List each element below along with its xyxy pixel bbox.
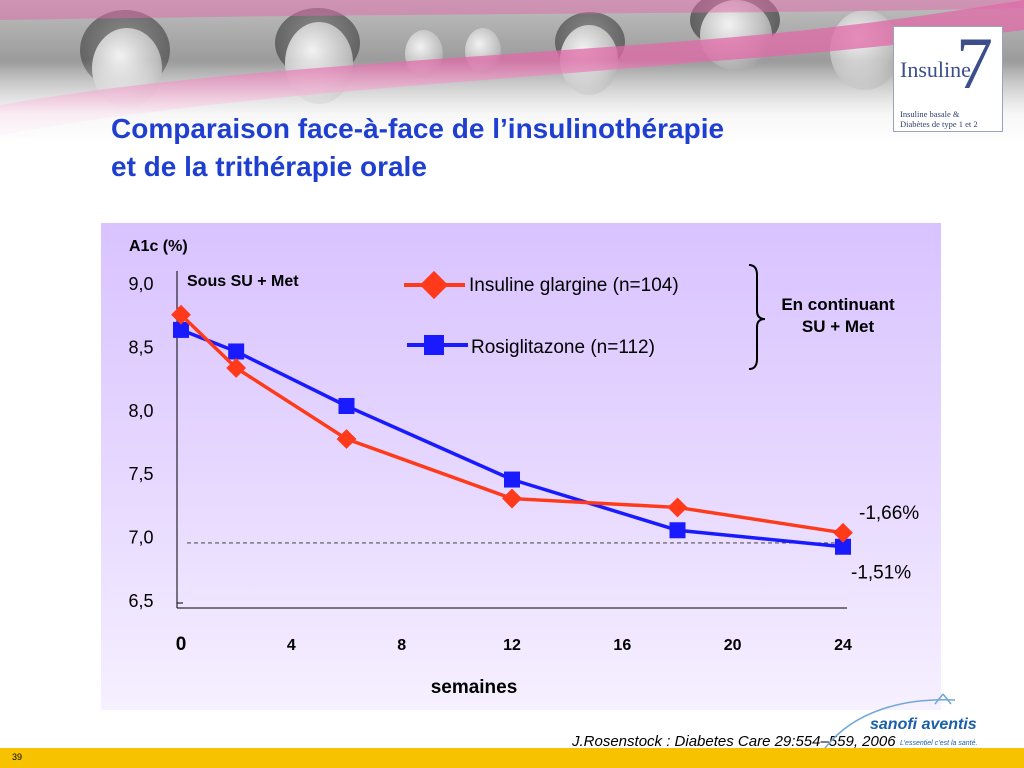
legend-label-rosiglitazone: Rosiglitazone (n=112): [471, 337, 655, 358]
x-axis-start-tick: [176, 602, 183, 608]
logo-subtitle: Insuline basale & Diabètes de type 1 et …: [900, 109, 1000, 129]
data-point-glargine: [502, 488, 522, 509]
series-line-rosiglitazone: [180, 328, 844, 549]
slide-title: Comparaison face-à-face de l’insulinothé…: [111, 110, 871, 186]
x-tick-label: 4: [287, 637, 296, 654]
legend-label-glargine: Insuline glargine (n=104): [469, 275, 679, 296]
legend-marker-rosiglitazone: [424, 335, 444, 355]
y-tick-label: 9,0: [128, 274, 153, 294]
data-point-rosiglitazone: [835, 538, 851, 555]
y-axis-label: A1c (%): [129, 238, 188, 255]
logo-name: Insuline: [900, 57, 971, 82]
page-number: 39: [12, 752, 23, 762]
y-tick-label: 8,0: [128, 401, 153, 421]
bracket-label-line2: SU + Met: [802, 317, 875, 336]
y-tick-label: 8,5: [128, 337, 153, 357]
slide-title-line2: et de la trithérapie orale: [111, 151, 427, 182]
data-point-glargine: [336, 429, 357, 449]
y-tick-label: 7,5: [128, 464, 153, 484]
footer-bar: [0, 748, 1024, 768]
x-tick-label: 20: [724, 637, 742, 654]
data-point-rosiglitazone: [338, 397, 355, 414]
x-tick-label: 16: [613, 637, 631, 654]
x-axis-label: semaines: [431, 677, 518, 698]
x-tick-label: 24: [834, 637, 852, 654]
data-point-rosiglitazone: [228, 343, 245, 360]
brand-arc-graphic: [824, 693, 956, 749]
end-label-rosiglitazone: -1,51%: [851, 563, 911, 584]
series-line-glargine: [179, 313, 844, 535]
insuline7-logo: 7 Insuline Insuline basale & Diabètes de…: [893, 26, 1003, 132]
y-tick-label: 7,0: [128, 528, 153, 548]
x-tick-label: 8: [397, 637, 406, 654]
x-tick-label: 0: [176, 634, 187, 655]
photo-fade: [0, 60, 1024, 150]
data-point-rosiglitazone: [173, 321, 189, 338]
legend-bracket: [748, 264, 766, 370]
logo-subtitle-line2: Diabètes de type 1 et 2: [900, 119, 978, 129]
x-tick-label: 12: [503, 637, 521, 654]
data-point-rosiglitazone: [669, 522, 686, 539]
data-point-rosiglitazone: [504, 471, 520, 488]
logo-subtitle-line1: Insuline basale &: [900, 109, 960, 119]
legend: Insuline glargine (n=104) Rosiglitazone …: [404, 264, 895, 370]
data-point-glargine: [226, 358, 247, 378]
data-point-glargine: [833, 522, 853, 543]
citation: J.Rosenstock : Diabetes Care 29:554–559,…: [572, 733, 896, 750]
bracket-label-line1: En continuant: [781, 295, 895, 314]
data-point-glargine: [667, 497, 688, 518]
group-label: Sous SU + Met: [187, 273, 299, 290]
sanofi-aventis-logo: sanofi aventis: [870, 716, 977, 733]
a1c-line-chart: A1c (%) semaines Sous SU + Met Insuline …: [128, 238, 919, 698]
y-tick-label: 6,5: [128, 591, 153, 611]
end-label-glargine: -1,66%: [859, 503, 919, 524]
logo-seven: 7: [956, 23, 993, 105]
chart-panel: [101, 223, 941, 710]
brand-tagline: L’essentiel c’est la santé.: [900, 740, 978, 747]
slide-title-line1: Comparaison face-à-face de l’insulinothé…: [111, 113, 725, 144]
legend-marker-glargine: [419, 270, 449, 300]
